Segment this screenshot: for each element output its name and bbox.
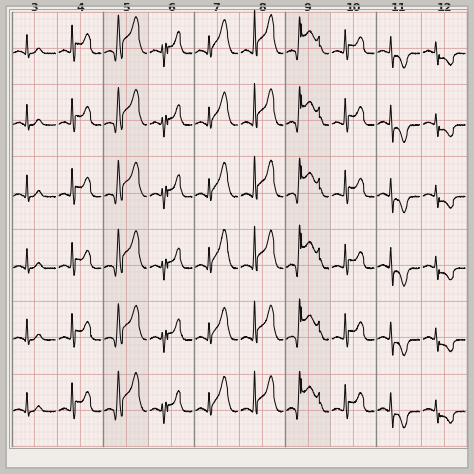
Bar — [285, 12, 330, 446]
Text: 6: 6 — [167, 3, 175, 13]
Text: 5: 5 — [122, 3, 129, 13]
Bar — [239, 12, 285, 446]
Text: 11: 11 — [391, 3, 406, 13]
Bar — [330, 12, 376, 446]
Text: 9: 9 — [304, 3, 311, 13]
Text: 7: 7 — [213, 3, 220, 13]
Bar — [194, 12, 239, 446]
Bar — [103, 12, 148, 446]
Text: 3: 3 — [31, 3, 38, 13]
Text: 4: 4 — [76, 3, 84, 13]
Bar — [12, 12, 57, 446]
Bar — [376, 12, 421, 446]
Text: 10: 10 — [346, 3, 361, 13]
Bar — [57, 12, 103, 446]
Text: 8: 8 — [258, 3, 266, 13]
Bar — [421, 12, 467, 446]
Bar — [148, 12, 194, 446]
Text: 12: 12 — [437, 3, 452, 13]
